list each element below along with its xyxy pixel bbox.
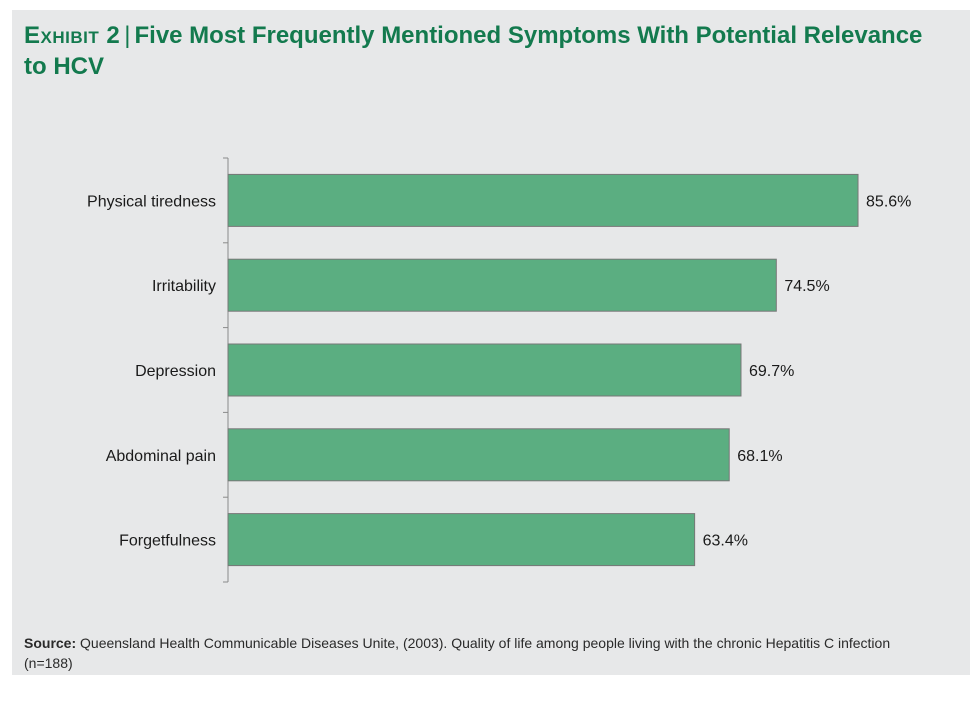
source-note: Source: Queensland Health Communicable D…	[24, 633, 924, 673]
data-label: 85.6%	[866, 193, 911, 210]
category-label: Forgetfulness	[119, 533, 216, 550]
exhibit-title: Exhibit 2 | Five Most Frequently Mentioned…	[24, 20, 934, 82]
category-label: Abdominal pain	[106, 448, 216, 465]
category-label: Physical tiredness	[87, 193, 216, 210]
data-label: 69.7%	[749, 363, 794, 380]
data-label: 63.4%	[703, 533, 748, 550]
data-label: 74.5%	[784, 278, 829, 295]
bar-forgetfulness	[227, 513, 696, 567]
bar-depression	[227, 343, 742, 397]
category-label: Depression	[135, 363, 216, 380]
exhibit-label: Exhibit 2	[24, 22, 121, 49]
bar-physical-tiredness	[227, 173, 859, 227]
data-label: 68.1%	[737, 448, 782, 465]
source-text: Queensland Health Communicable Diseases …	[24, 635, 891, 671]
title-separator: |	[124, 22, 131, 49]
source-label: Source:	[24, 635, 77, 651]
bar-irritability	[227, 258, 777, 312]
bar-abdominal-pain	[227, 428, 730, 482]
category-label: Irritability	[152, 278, 216, 295]
chart-title: Five Most Frequently Mentioned Symptoms …	[24, 22, 923, 80]
